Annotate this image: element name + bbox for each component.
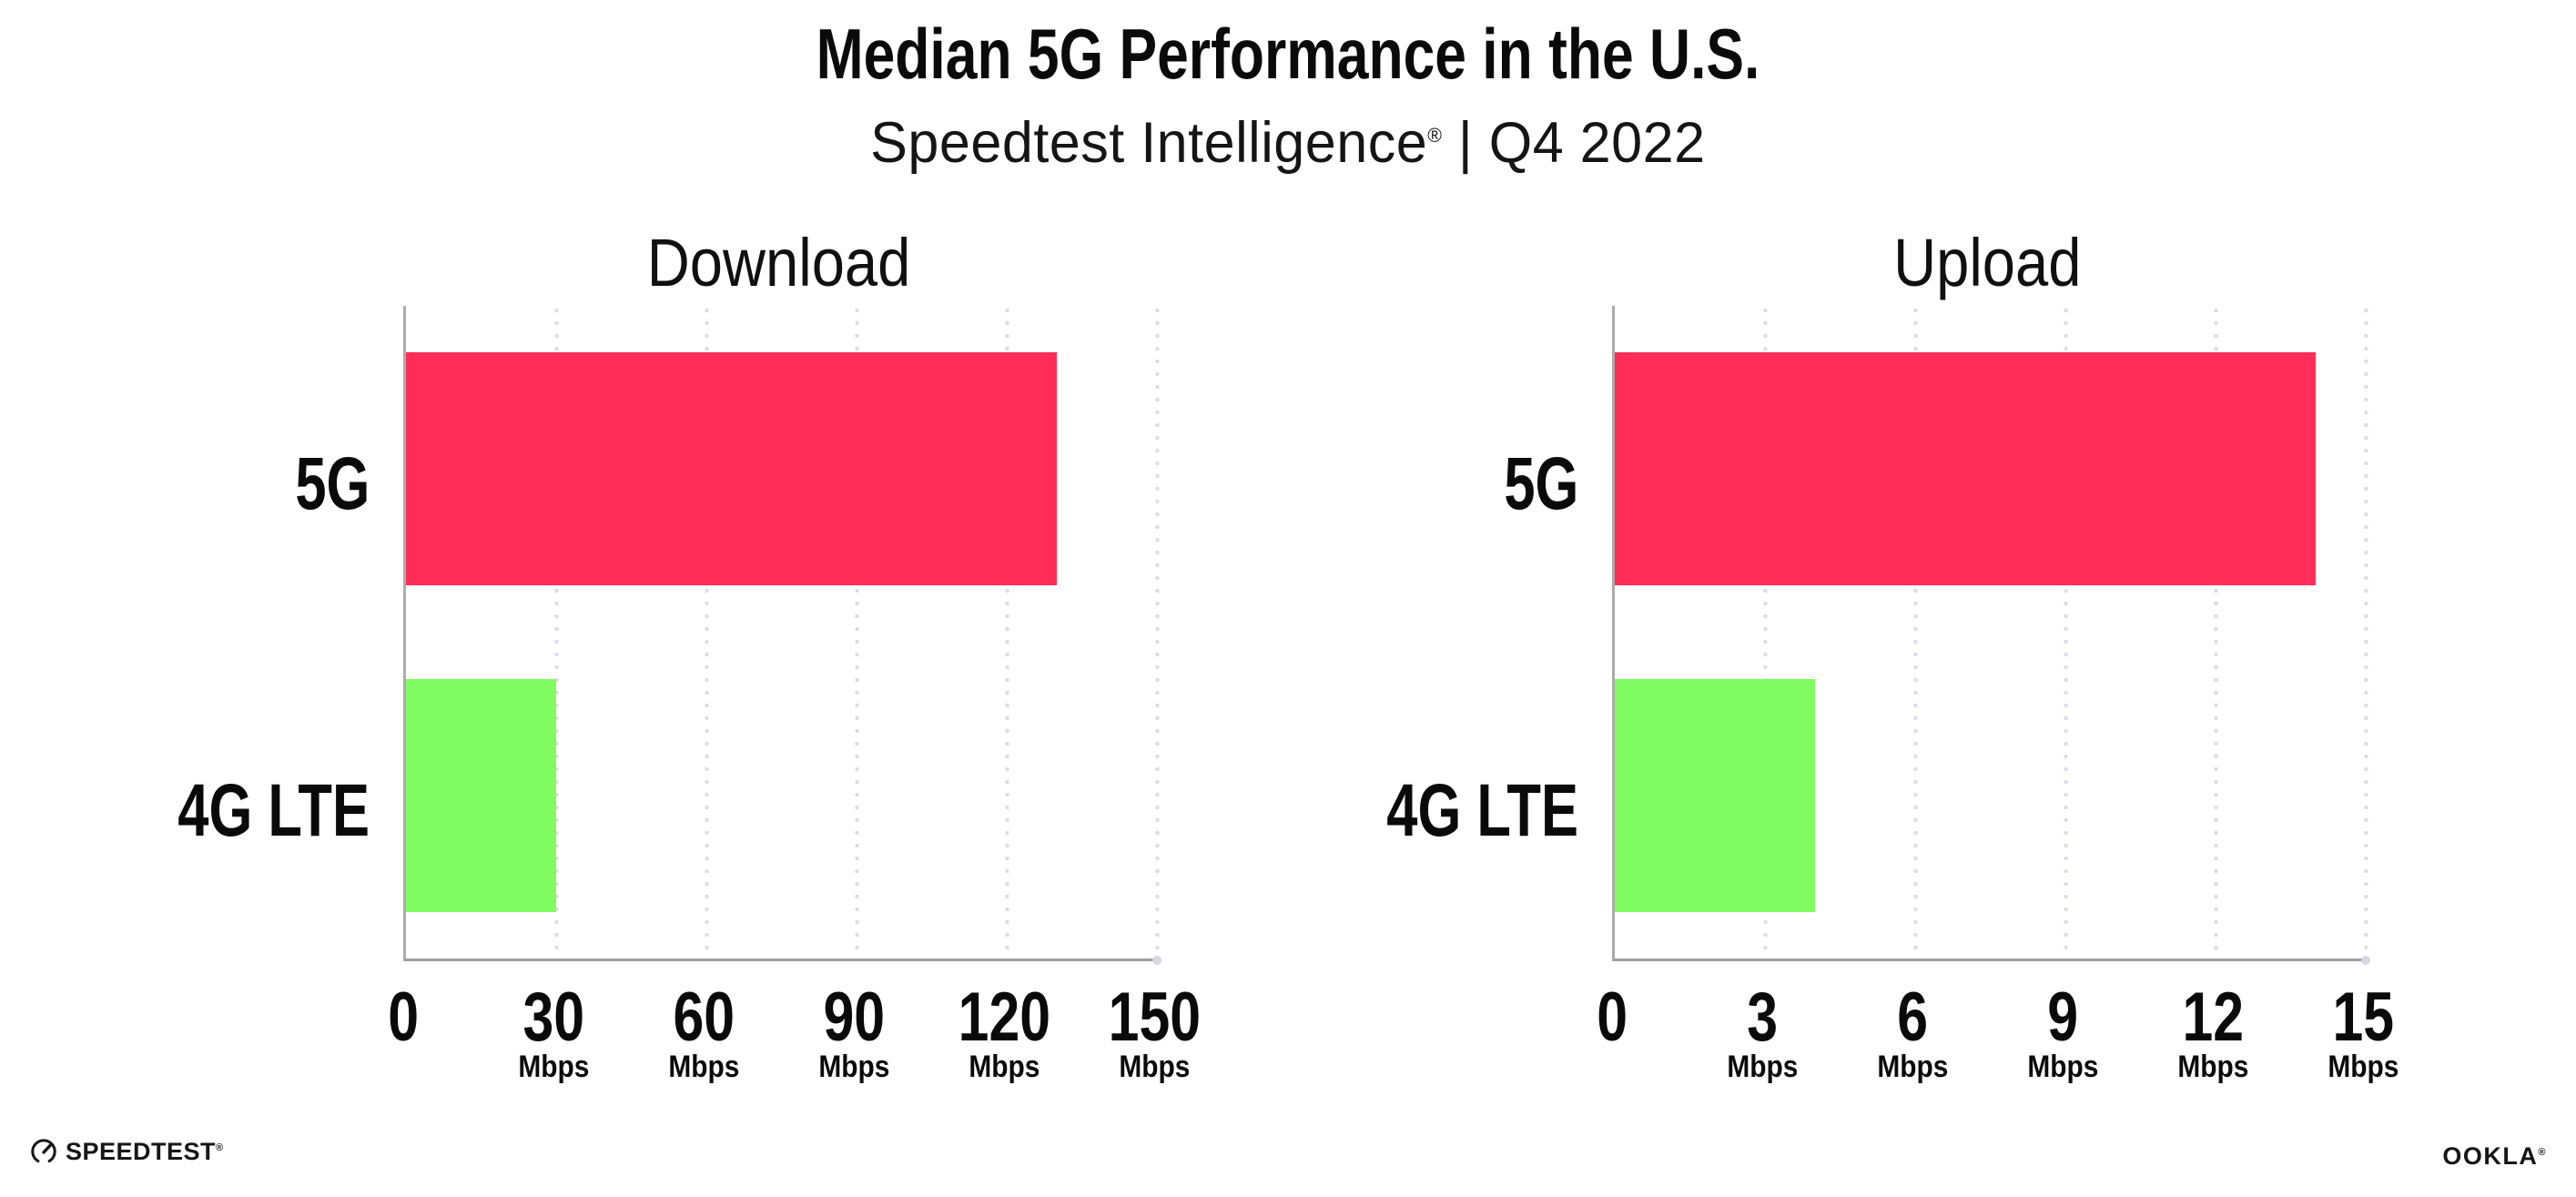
speedtest-logo: SPEEDTEST® [30,1135,224,1168]
x-tick-label: 30 [522,979,584,1056]
gridline [2364,306,2368,959]
upload-chart: Upload 5G 4G LTE 0 3 Mbps 6 Mbps 9 Mbps 12 Mbps 15… [1386,0,2399,1197]
row-label-5g: 5G [1503,442,1578,526]
ookla-logo-text: OOKLA® [2442,1141,2547,1170]
x-tick-label: 3 [1747,979,1778,1056]
x-tick-label: 120 [958,979,1050,1056]
gridline [1763,306,1768,959]
subtitle-period: Q4 2022 [1488,111,1706,175]
x-tick-label: 12 [2182,979,2244,1056]
x-tick-label: 0 [388,979,419,1056]
subtitle-separator: | [1442,111,1489,175]
x-tick-unit: Mbps [2176,1050,2249,1084]
x-tick-unit: Mbps [1118,1050,1191,1084]
bar-4g-lte [406,678,556,912]
upload-chart-title: Upload [1893,225,2082,300]
x-tick-label: 150 [1108,979,1201,1056]
x-tick-unit: Mbps [1876,1050,1949,1084]
x-tick-label: 60 [673,979,735,1056]
x-tick-unit: Mbps [2026,1050,2099,1084]
x-tick-unit: Mbps [2327,1050,2399,1084]
x-tick-unit: Mbps [968,1050,1040,1084]
page-subtitle-text: Speedtest Intelligence® | Q4 2022 [870,113,1705,173]
subtitle-brand: Speedtest Intelligence [870,111,1428,175]
ookla-logo: OOKLA® [2442,1141,2547,1171]
row-label-4g-lte: 4G LTE [1386,768,1578,852]
ookla-trademark-icon: ® [2538,1146,2547,1158]
download-chart-title: Download [646,225,911,300]
x-tick-label: 15 [2332,979,2394,1056]
speedtest-logo-text: SPEEDTEST® [66,1137,224,1165]
bar-5g [1615,352,2316,586]
row-label-4g-lte: 4G LTE [177,768,370,852]
x-tick-unit: Mbps [517,1050,590,1084]
gridline [554,306,559,959]
bar-5g [406,352,1057,586]
x-tick-label: 90 [823,979,885,1056]
download-plot-area: 5G 4G LTE [177,306,1161,965]
gridline [2064,306,2068,959]
page-subtitle: Speedtest Intelligence® | Q4 2022 [0,113,2576,173]
gridline [1155,306,1160,959]
gridline [1913,306,1918,959]
x-tick-label: 9 [2047,979,2078,1056]
speedtest-trademark-icon: ® [216,1141,224,1153]
x-tick-unit: Mbps [817,1050,890,1084]
row-label-5g: 5G [294,442,370,526]
upload-plot-area: 5G 4G LTE [1386,306,2370,965]
x-tick-unit: Mbps [1726,1050,1799,1084]
gauge-icon [31,1139,56,1163]
gridline [2214,306,2218,959]
gridline [705,306,709,959]
gridline [855,306,859,959]
x-tick-label: 6 [1897,979,1928,1056]
bar-4g-lte [1615,678,1815,912]
page-title-text: Median 5G Performance in the U.S. [816,14,1760,94]
x-tick-unit: Mbps [667,1050,740,1084]
download-chart: Download 5G 4G LTE 0 30 Mbps 60 Mbps 90 Mbps 120… [177,0,1200,1197]
registered-trademark-icon: ® [1427,124,1443,147]
x-tick-label: 0 [1597,979,1628,1056]
page-title: Median 5G Performance in the U.S. [0,17,2576,90]
gridline [1005,306,1009,959]
